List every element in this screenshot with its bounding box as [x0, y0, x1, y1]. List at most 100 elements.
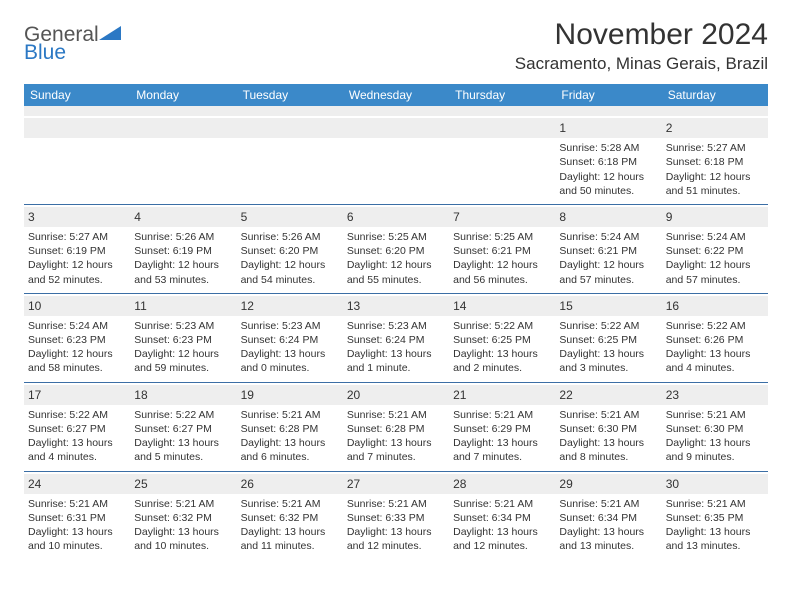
day-number	[237, 118, 343, 138]
day-details: Sunrise: 5:22 AMSunset: 6:27 PMDaylight:…	[134, 408, 232, 465]
weekday-sunday: Sunday	[24, 84, 130, 106]
weekday-monday: Monday	[130, 84, 236, 106]
sunrise: Sunrise: 5:23 AM	[347, 319, 445, 333]
sunset: Sunset: 6:26 PM	[666, 333, 764, 347]
day-number: 2	[662, 118, 768, 138]
weekday-saturday: Saturday	[662, 84, 768, 106]
day-cell: 19Sunrise: 5:21 AMSunset: 6:28 PMDayligh…	[237, 383, 343, 471]
sunset: Sunset: 6:22 PM	[666, 244, 764, 258]
day-number: 27	[343, 474, 449, 494]
sunrise: Sunrise: 5:21 AM	[134, 497, 232, 511]
day-number: 29	[555, 474, 661, 494]
sunset: Sunset: 6:18 PM	[559, 155, 657, 169]
daylight: Daylight: 13 hours and 9 minutes.	[666, 436, 764, 464]
day-details: Sunrise: 5:22 AMSunset: 6:26 PMDaylight:…	[666, 319, 764, 376]
day-details: Sunrise: 5:21 AMSunset: 6:34 PMDaylight:…	[453, 497, 551, 554]
day-number	[449, 118, 555, 138]
sunset: Sunset: 6:29 PM	[453, 422, 551, 436]
day-details: Sunrise: 5:21 AMSunset: 6:31 PMDaylight:…	[28, 497, 126, 554]
day-details: Sunrise: 5:21 AMSunset: 6:35 PMDaylight:…	[666, 497, 764, 554]
daylight: Daylight: 12 hours and 57 minutes.	[559, 258, 657, 286]
day-details: Sunrise: 5:21 AMSunset: 6:28 PMDaylight:…	[347, 408, 445, 465]
weekday-header-row: Sunday Monday Tuesday Wednesday Thursday…	[24, 84, 768, 106]
daylight: Daylight: 12 hours and 54 minutes.	[241, 258, 339, 286]
sunrise: Sunrise: 5:21 AM	[28, 497, 126, 511]
day-cell: 11 Sunrise: 5:23 AMSunset: 6:23 PMDayligh…	[130, 294, 236, 382]
logo-text-block: General Blue	[24, 24, 121, 63]
title-block: November 2024 Sacramento, Minas Gerais, …	[515, 18, 768, 74]
day-cell: 4 Sunrise: 5:26 AMSunset: 6:19 PMDaylight…	[130, 205, 236, 293]
day-number: 20	[343, 385, 449, 405]
daylight: Daylight: 13 hours and 6 minutes.	[241, 436, 339, 464]
week-row: 24Sunrise: 5:21 AMSunset: 6:31 PMDayligh…	[24, 471, 768, 560]
sunset: Sunset: 6:19 PM	[134, 244, 232, 258]
sunset: Sunset: 6:32 PM	[134, 511, 232, 525]
sunrise: Sunrise: 5:27 AM	[666, 141, 764, 155]
sunrise: Sunrise: 5:22 AM	[28, 408, 126, 422]
sunrise: Sunrise: 5:24 AM	[666, 230, 764, 244]
sunset: Sunset: 6:23 PM	[134, 333, 232, 347]
day-number	[130, 118, 236, 138]
day-cell: 29Sunrise: 5:21 AMSunset: 6:34 PMDayligh…	[555, 472, 661, 560]
sunrise: Sunrise: 5:24 AM	[28, 319, 126, 333]
sunrise: Sunrise: 5:21 AM	[559, 497, 657, 511]
day-cell: 24Sunrise: 5:21 AMSunset: 6:31 PMDayligh…	[24, 472, 130, 560]
sunset: Sunset: 6:24 PM	[347, 333, 445, 347]
sunrise: Sunrise: 5:22 AM	[453, 319, 551, 333]
day-cell: 15Sunrise: 5:22 AMSunset: 6:25 PMDayligh…	[555, 294, 661, 382]
day-details: Sunrise: 5:22 AMSunset: 6:27 PMDaylight:…	[28, 408, 126, 465]
sunrise: Sunrise: 5:21 AM	[241, 497, 339, 511]
day-number: 12	[237, 296, 343, 316]
day-details: Sunrise: 5:21 AMSunset: 6:32 PMDaylight:…	[241, 497, 339, 554]
day-cell: 28Sunrise: 5:21 AMSunset: 6:34 PMDayligh…	[449, 472, 555, 560]
day-cell: 17 Sunrise: 5:22 AMSunset: 6:27 PMDayligh…	[24, 383, 130, 471]
day-number: 22	[555, 385, 661, 405]
daylight: Daylight: 12 hours and 57 minutes.	[666, 258, 764, 286]
day-cell: 30 Sunrise: 5:21 AMSunset: 6:35 PMDayligh…	[662, 472, 768, 560]
day-cell: 13 Sunrise: 5:23 AMSunset: 6:24 PMDayligh…	[343, 294, 449, 382]
sunrise: Sunrise: 5:22 AM	[666, 319, 764, 333]
day-details: Sunrise: 5:26 AMSunset: 6:20 PMDaylight:…	[241, 230, 339, 287]
daylight: Daylight: 12 hours and 55 minutes.	[347, 258, 445, 286]
day-number: 17	[24, 385, 130, 405]
daylight: Daylight: 13 hours and 12 minutes.	[347, 525, 445, 553]
week-row: 3Sunrise: 5:27 AMSunset: 6:19 PMDaylight…	[24, 204, 768, 293]
day-number: 30	[662, 474, 768, 494]
day-details: Sunrise: 5:21 AMSunset: 6:30 PMDaylight:…	[559, 408, 657, 465]
day-cell: 20 Sunrise: 5:21 AMSunset: 6:28 PMDayligh…	[343, 383, 449, 471]
month-title: November 2024	[515, 18, 768, 52]
day-details: Sunrise: 5:27 AMSunset: 6:19 PMDaylight:…	[28, 230, 126, 287]
sunrise: Sunrise: 5:21 AM	[453, 497, 551, 511]
sunset: Sunset: 6:23 PM	[28, 333, 126, 347]
day-number: 7	[449, 207, 555, 227]
logo-triangle-icon	[99, 24, 121, 45]
sunrise: Sunrise: 5:21 AM	[666, 408, 764, 422]
day-details: Sunrise: 5:22 AMSunset: 6:25 PMDaylight:…	[453, 319, 551, 376]
daylight: Daylight: 12 hours and 52 minutes.	[28, 258, 126, 286]
sunset: Sunset: 6:30 PM	[559, 422, 657, 436]
sunset: Sunset: 6:35 PM	[666, 511, 764, 525]
sunset: Sunset: 6:34 PM	[453, 511, 551, 525]
day-cell: 1Sunrise: 5:28 AMSunset: 6:18 PMDaylight…	[555, 116, 661, 204]
daylight: Daylight: 13 hours and 10 minutes.	[28, 525, 126, 553]
sunset: Sunset: 6:33 PM	[347, 511, 445, 525]
sunrise: Sunrise: 5:23 AM	[241, 319, 339, 333]
day-number	[24, 118, 130, 138]
sunrise: Sunrise: 5:21 AM	[347, 497, 445, 511]
daylight: Daylight: 13 hours and 1 minute.	[347, 347, 445, 375]
day-number: 10	[24, 296, 130, 316]
day-number: 18	[130, 385, 236, 405]
daylight: Daylight: 13 hours and 3 minutes.	[559, 347, 657, 375]
day-details: Sunrise: 5:26 AMSunset: 6:19 PMDaylight:…	[134, 230, 232, 287]
week-row: 17Sunrise: 5:22 AMSunset: 6:27 PMDayligh…	[24, 382, 768, 471]
day-details: Sunrise: 5:23 AMSunset: 6:23 PMDaylight:…	[134, 319, 232, 376]
day-number: 15	[555, 296, 661, 316]
day-number: 13	[343, 296, 449, 316]
day-number: 4	[130, 207, 236, 227]
day-cell: 6Sunrise: 5:25 AMSunset: 6:20 PMDaylight…	[343, 205, 449, 293]
day-number	[343, 118, 449, 138]
day-number: 19	[237, 385, 343, 405]
sunset: Sunset: 6:25 PM	[559, 333, 657, 347]
day-number: 11	[130, 296, 236, 316]
sunset: Sunset: 6:34 PM	[559, 511, 657, 525]
